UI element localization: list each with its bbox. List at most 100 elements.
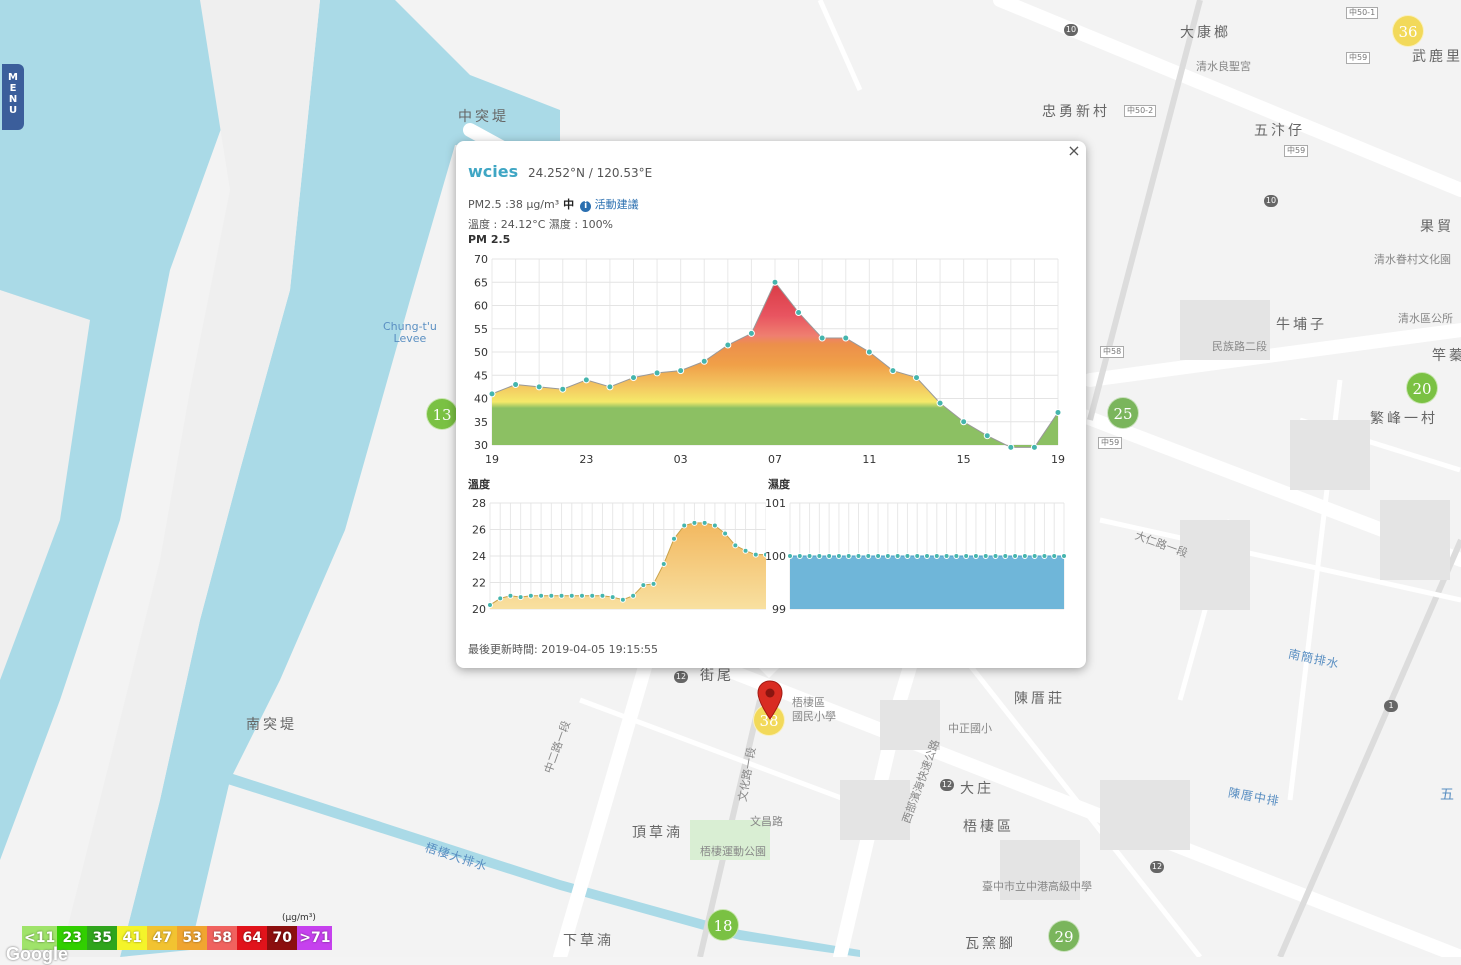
place-label: 陳厝莊: [1014, 691, 1065, 707]
y-tick-label: 22: [472, 577, 486, 590]
highway-badge: 12: [674, 671, 688, 683]
place-label: 牛埔子: [1276, 317, 1327, 333]
data-point: [835, 553, 842, 559]
data-point: [1007, 443, 1015, 451]
data-point: [742, 547, 749, 554]
school-label: 臺中市立中港高級中學: [982, 880, 1092, 893]
data-point: [487, 602, 493, 609]
highway-badge: 10: [1264, 195, 1278, 207]
series-area: [490, 522, 766, 609]
data-point: [711, 522, 718, 529]
levee-label: Chung-t'u Levee: [383, 320, 437, 345]
data-point: [889, 367, 897, 375]
data-point: [855, 553, 862, 559]
last-updated: 最後更新時間: 2019-04-05 19:15:55: [468, 643, 659, 656]
data-point: [806, 553, 813, 559]
data-point: [582, 376, 590, 384]
data-point: [724, 341, 732, 349]
data-point: [904, 553, 911, 559]
data-point: [845, 553, 852, 559]
pm25-summary: PM2.5 :38 μg/m³ 中 i 活動建議: [468, 196, 639, 212]
legend-cell: 58: [207, 926, 238, 950]
data-point: [722, 530, 729, 537]
y-tick-label: 50: [474, 346, 488, 359]
series-area: [492, 282, 1058, 448]
temperature-chart-title: 溫度: [468, 478, 490, 491]
info-icon[interactable]: i: [580, 201, 592, 212]
humidity-chart-title: 濕度: [768, 478, 790, 491]
data-point: [677, 367, 685, 375]
place-label: 竿蓁: [1432, 348, 1461, 364]
y-tick-label: 55: [474, 323, 488, 336]
device-name: wcies: [468, 162, 519, 181]
place-label: 瓦窯腳: [965, 936, 1016, 952]
legend-cell: 47: [147, 926, 178, 950]
park-label: 梧棲運動公園: [700, 845, 766, 858]
data-point: [488, 390, 496, 398]
pm25-level: 中: [563, 198, 575, 211]
data-point: [1012, 553, 1019, 559]
place-label: 大康榔: [1180, 25, 1231, 41]
x-tick-label: 19: [1051, 453, 1065, 466]
data-point: [609, 594, 616, 601]
legend-cell: 35: [87, 926, 118, 950]
place-label: 梧棲區: [963, 819, 1014, 835]
data-point: [606, 383, 614, 391]
y-tick-label: 60: [474, 300, 488, 313]
data-point: [972, 553, 979, 559]
data-point: [913, 374, 920, 382]
legend-cell: >71: [297, 926, 333, 950]
y-tick-label: 101: [765, 497, 786, 510]
harbor-water: [0, 0, 295, 860]
close-icon[interactable]: ×: [1067, 141, 1081, 160]
data-point: [497, 595, 504, 602]
data-point: [960, 418, 968, 426]
data-point: [747, 329, 755, 337]
y-tick-label: 35: [474, 416, 488, 429]
road-badge: 中59: [1346, 52, 1371, 64]
x-tick-label: 11: [862, 453, 876, 466]
data-point: [548, 592, 555, 599]
data-point: [559, 385, 567, 393]
place-label: 五汴仔: [1254, 123, 1305, 139]
data-point: [771, 278, 779, 286]
harbor-channel: [120, 0, 560, 957]
data-point: [1021, 553, 1028, 559]
data-point: [1030, 443, 1038, 451]
location-pin-icon[interactable]: [757, 680, 783, 720]
poi-label: 清水眷村文化園: [1374, 253, 1451, 266]
data-point: [538, 592, 545, 599]
data-point: [763, 551, 766, 558]
legend-cell: 70: [267, 926, 298, 950]
aqi-marker[interactable]: 25: [1107, 397, 1139, 429]
data-point: [619, 596, 626, 603]
data-point: [894, 553, 901, 559]
data-point: [732, 542, 739, 549]
aqi-marker[interactable]: 20: [1406, 372, 1438, 404]
data-point: [512, 381, 520, 389]
menu-button[interactable]: M E N U: [2, 64, 24, 130]
place-label: 街尾: [700, 668, 734, 684]
legend-cell: <11: [22, 926, 58, 950]
aqi-marker[interactable]: 18: [707, 909, 739, 941]
data-point: [795, 308, 803, 316]
aqi-marker[interactable]: 29: [1048, 920, 1080, 952]
data-point: [681, 522, 688, 529]
activity-advice-link[interactable]: 活動建議: [594, 198, 639, 211]
data-point: [943, 553, 950, 559]
aqi-marker[interactable]: 36: [1392, 15, 1424, 47]
data-point: [527, 592, 534, 599]
road-badge: 中50-1: [1346, 7, 1379, 19]
pm25-value: PM2.5 :38 μg/m³: [468, 198, 560, 211]
aqi-marker[interactable]: 13: [426, 398, 458, 430]
place-label: 中突堤: [458, 109, 509, 125]
legend-cell: 23: [57, 926, 88, 950]
data-point: [963, 553, 970, 559]
data-point: [691, 519, 698, 526]
data-point: [1002, 553, 1009, 559]
data-point: [982, 553, 989, 559]
data-point: [936, 399, 944, 407]
x-tick-label: 03: [674, 453, 688, 466]
popup-pointer: [757, 666, 781, 678]
road-label: 文昌路: [750, 815, 783, 828]
